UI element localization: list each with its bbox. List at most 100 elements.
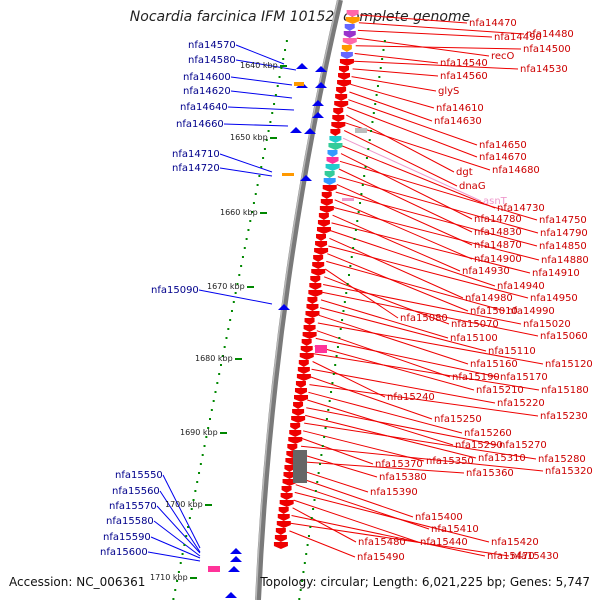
- tick-dot: [346, 283, 349, 285]
- right-leader-line: [295, 484, 430, 530]
- right-leader-line: [355, 45, 522, 50]
- right-gene-label: nfa15440: [420, 537, 468, 548]
- reverse-gene-arrow: [329, 136, 342, 143]
- reverse-gene-arrow: [312, 262, 325, 269]
- right-gene-label: asnT: [483, 196, 508, 207]
- tick-dot: [198, 472, 201, 474]
- right-leader-line: [320, 299, 449, 339]
- forward-gene-arrow: [290, 127, 302, 133]
- right-gene-label: nfa15120: [545, 359, 593, 370]
- right-gene-label: nfa14980: [465, 293, 513, 304]
- left-leader-line: [156, 505, 201, 554]
- tick-dot: [258, 175, 261, 177]
- left-gene-label: nfa14570: [188, 40, 236, 51]
- tick-dot: [234, 292, 237, 294]
- reverse-gene-arrow: [295, 381, 306, 388]
- tick-dot: [199, 463, 202, 465]
- reverse-gene-arrow: [276, 521, 291, 528]
- right-leader-line: [294, 491, 490, 543]
- left-gene-label: nfa15560: [112, 486, 160, 497]
- tick-dot: [203, 445, 206, 447]
- tick-dot: [317, 472, 320, 474]
- left-gene-label: nfa14660: [176, 119, 224, 130]
- right-leader-line: [346, 114, 455, 173]
- tick-dot: [194, 490, 197, 492]
- tick-dot: [271, 112, 274, 114]
- right-gene-label: nfa14650: [479, 140, 527, 151]
- right-gene-label: nfa15270: [499, 440, 547, 451]
- reverse-gene-arrow: [338, 66, 349, 73]
- tick-dot: [307, 535, 310, 537]
- right-gene-label: nfa14830: [474, 227, 522, 238]
- right-gene-label: nfa15240: [387, 392, 435, 403]
- tick-dot: [260, 166, 263, 168]
- right-leader-line: [347, 106, 478, 158]
- tick-dot: [177, 571, 180, 573]
- left-gene-label: nfa15570: [109, 501, 157, 512]
- tick-dot: [254, 193, 257, 195]
- right-leader-line: [289, 530, 356, 558]
- right-leader-line: [308, 391, 463, 434]
- reverse-gene-arrow: [284, 465, 295, 472]
- right-leader-line: [298, 461, 465, 474]
- tick-dot: [371, 121, 374, 123]
- right-leader-line: [345, 122, 491, 171]
- right-leader-line: [318, 314, 469, 365]
- right-gene-label: nfa15250: [434, 414, 482, 425]
- right-gene-label: nfa15080: [400, 313, 448, 324]
- right-gene-label: nfa15060: [540, 331, 588, 342]
- reverse-gene-arrow: [307, 297, 318, 304]
- left-leader-line: [147, 551, 201, 562]
- right-gene-label: nfa14990: [507, 306, 555, 317]
- right-gene-label: nfa15100: [450, 333, 498, 344]
- tick-dot: [332, 373, 335, 375]
- right-leader-line: [338, 168, 473, 233]
- right-leader-line: [357, 29, 493, 38]
- scale-tick-label: 1660 kbp: [220, 208, 258, 217]
- reverse-gene-arrow: [326, 157, 339, 164]
- tick-dot: [321, 445, 324, 447]
- tick-dot: [328, 400, 331, 402]
- forward-gene-arrow: [228, 566, 240, 572]
- forward-gene-arrow: [300, 175, 312, 181]
- tick-dot: [176, 580, 179, 582]
- tick-dot: [219, 364, 222, 366]
- tick-dot: [229, 319, 232, 321]
- reverse-gene-arrow: [304, 318, 315, 325]
- tick-dot: [187, 526, 190, 528]
- right-gene-label: nfa14670: [479, 152, 527, 163]
- reverse-gene-arrow: [294, 388, 307, 395]
- right-leader-line: [333, 207, 540, 261]
- reverse-gene-arrow: [338, 73, 351, 80]
- tick-dot: [363, 175, 366, 177]
- tick-dot: [341, 319, 344, 321]
- forward-gene-arrow: [230, 556, 242, 562]
- right-gene-label: nfa15350: [426, 456, 474, 467]
- tick-dot: [379, 67, 382, 69]
- right-leader-line: [315, 337, 499, 378]
- tick-dot: [339, 328, 342, 330]
- right-gene-label: nfa15410: [431, 524, 479, 535]
- tick-dot: [249, 220, 252, 222]
- left-gene-label: nfa14710: [172, 149, 220, 160]
- forward-gene-arrow: [296, 63, 308, 69]
- map-title: Nocardia farcinica IFM 10152, complete g…: [129, 9, 471, 25]
- right-gene-label: nfa15430: [511, 551, 559, 562]
- reverse-gene-arrow: [300, 346, 313, 353]
- tick-dot: [303, 562, 306, 564]
- tick-dot: [309, 526, 312, 528]
- reverse-gene-arrow: [340, 52, 353, 59]
- reverse-gene-arrow: [316, 234, 327, 241]
- reverse-gene-arrow: [302, 332, 317, 339]
- right-gene-label: nfa14560: [440, 71, 488, 82]
- right-leader-line: [323, 284, 522, 325]
- reverse-gene-arrow: [277, 514, 290, 521]
- right-gene-label: nfa15260: [464, 428, 512, 439]
- scale-tick-label: 1670 kbp: [207, 282, 245, 291]
- tick-dot: [359, 202, 362, 204]
- reverse-gene-arrow: [313, 255, 324, 262]
- left-leader-line: [235, 44, 285, 65]
- right-gene-label: nfa15170: [500, 372, 548, 383]
- right-gene-label: dnaG: [459, 181, 486, 192]
- left-leader-line: [230, 76, 293, 86]
